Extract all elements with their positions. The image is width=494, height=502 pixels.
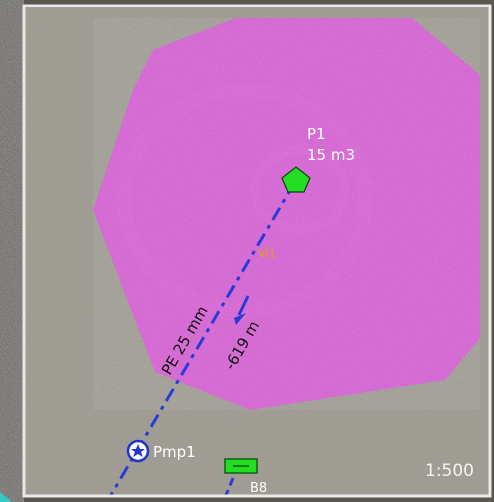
pump-star-icon[interactable] <box>126 439 150 463</box>
map-scale-label: 1:500 <box>425 461 474 481</box>
valve-box-name-label: B8 <box>250 481 267 496</box>
zone-code-label: VI1 <box>258 247 276 260</box>
flow-direction-arrow-icon <box>234 295 250 325</box>
valve-box-icon[interactable] <box>224 458 258 474</box>
corner-marker-icon <box>0 492 12 502</box>
service-zone-texture <box>93 18 480 410</box>
reservoir-volume-label: 15 m3 <box>307 146 355 164</box>
reservoir-name-label: P1 <box>307 125 326 143</box>
map-edge-texture <box>0 0 24 502</box>
map-frame-border <box>22 4 492 498</box>
pentagon-node-icon[interactable] <box>281 166 311 193</box>
pump-name-label: Pmp1 <box>153 443 196 461</box>
